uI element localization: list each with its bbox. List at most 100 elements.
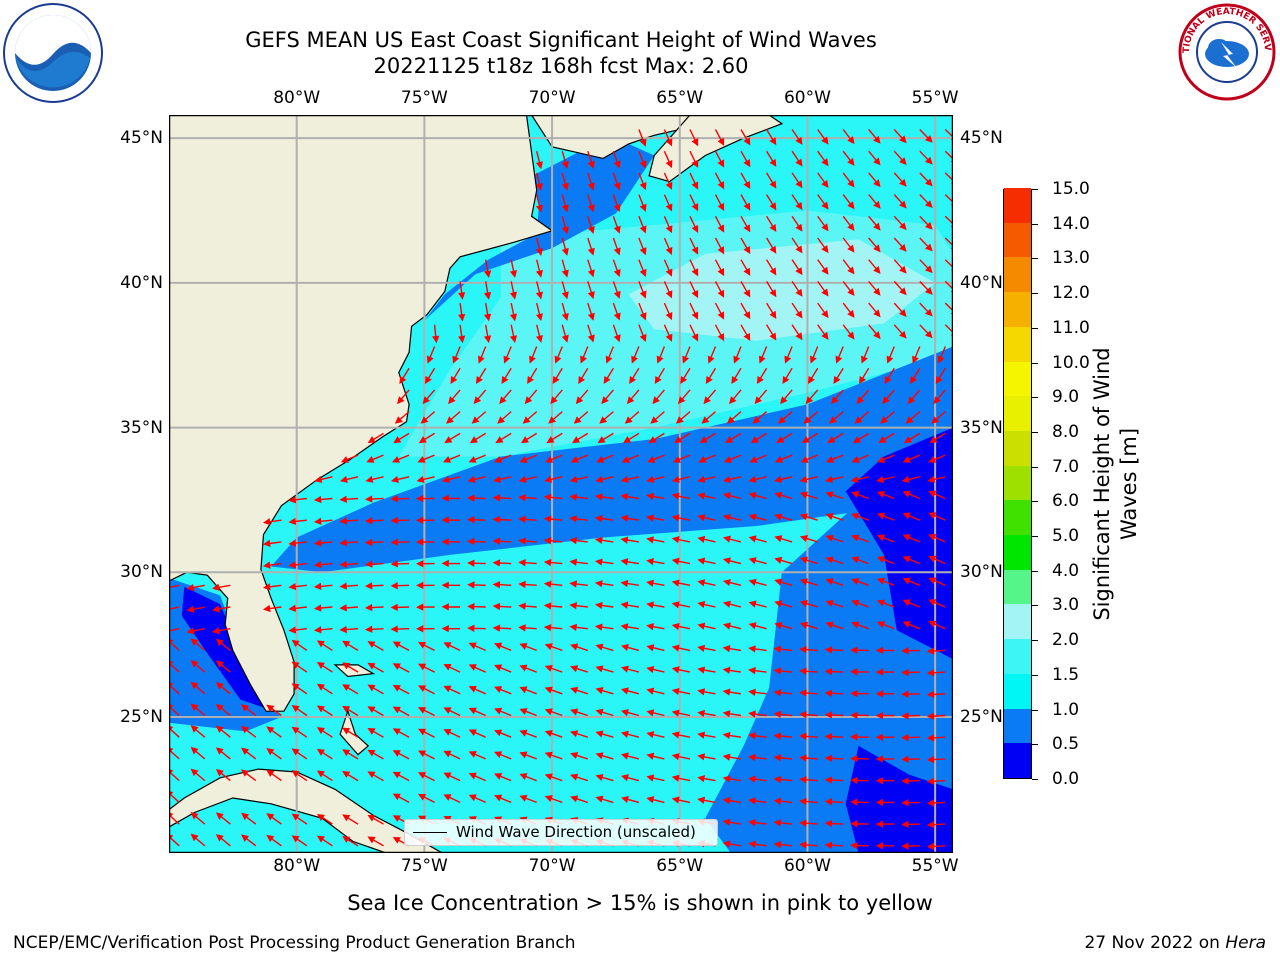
wave-direction-arrow — [570, 795, 589, 804]
wave-direction-arrow — [443, 772, 461, 782]
colorbar-tickmark — [1032, 293, 1038, 295]
colorbar-segment — [1004, 187, 1031, 223]
wave-direction-arrow — [392, 793, 410, 804]
wave-direction-arrow — [416, 475, 435, 483]
wave-direction-arrow — [671, 709, 691, 717]
wave-direction-arrow — [817, 150, 829, 167]
wave-direction-arrow — [594, 623, 614, 631]
wave-direction-arrow — [824, 776, 844, 784]
wave-direction-arrow — [215, 703, 231, 717]
wave-direction-arrow — [875, 820, 895, 828]
colorbar-tickmark — [1032, 605, 1038, 607]
wave-direction-arrow — [535, 194, 543, 213]
wave-direction-arrow — [527, 367, 538, 385]
wave-direction-arrow — [933, 389, 946, 405]
wave-direction-arrow — [612, 172, 621, 191]
wave-direction-arrow — [851, 512, 869, 521]
colorbar-label-line2: Waves [m] — [1117, 427, 1141, 541]
colorbar-segment — [1004, 742, 1031, 778]
wave-direction-arrow — [443, 663, 461, 673]
wave-direction-arrow — [799, 776, 818, 784]
wave-direction-arrow — [595, 665, 614, 673]
wave-direction-arrow — [561, 194, 569, 213]
wave-direction-arrow — [851, 556, 869, 565]
wave-direction-arrow — [519, 686, 537, 695]
colorbar-segment — [1004, 673, 1031, 709]
wave-direction-arrow — [884, 367, 895, 385]
wave-direction-arrow — [535, 172, 543, 191]
wave-direction-arrow — [266, 769, 282, 782]
wave-direction-arrow — [748, 535, 767, 543]
wave-direction-arrow — [544, 664, 563, 673]
wave-direction-arrow — [722, 840, 742, 848]
wave-direction-arrow — [612, 302, 621, 321]
wave-direction-arrow — [441, 538, 461, 546]
wave-direction-arrow — [876, 534, 895, 543]
wave-direction-arrow — [587, 194, 595, 213]
wave-direction-arrow — [468, 707, 486, 717]
wave-direction-arrow — [774, 454, 793, 463]
wave-direction-arrow — [829, 411, 844, 424]
wave-direction-arrow — [620, 493, 640, 501]
wave-direction-arrow — [928, 599, 946, 608]
lon-tick-label-bottom: 60°W — [783, 856, 831, 876]
wave-direction-arrow — [749, 454, 767, 463]
wave-direction-arrow — [544, 643, 563, 652]
wave-direction-arrow — [441, 603, 461, 611]
wave-direction-arrow — [416, 516, 435, 524]
wave-direction-arrow — [646, 514, 665, 522]
wave-direction-arrow — [367, 728, 384, 738]
colorbar-tick-label: 1.5 — [1052, 664, 1080, 685]
wave-direction-arrow — [215, 682, 231, 695]
wave-direction-arrow — [902, 454, 921, 463]
wave-direction-arrow — [518, 580, 537, 589]
wave-direction-arrow — [851, 491, 869, 500]
wave-direction-arrow — [766, 150, 777, 167]
wave-direction-arrow — [877, 454, 895, 463]
wave-direction-arrow — [621, 643, 640, 652]
colorbar-segment — [1004, 465, 1031, 501]
wave-direction-arrow — [714, 150, 725, 168]
colorbar-tick-label: 10.0 — [1052, 352, 1090, 373]
wave-direction-arrow — [571, 432, 589, 444]
wave-direction-arrow — [926, 777, 946, 785]
wave-direction-arrow — [825, 556, 844, 565]
wave-direction-arrow — [190, 681, 206, 695]
wave-direction-arrow — [842, 324, 855, 340]
wave-direction-arrow — [443, 729, 461, 738]
wave-direction-arrow — [573, 411, 589, 424]
wave-direction-arrow — [703, 389, 717, 405]
colorbar-segment — [1004, 499, 1031, 536]
wave-direction-arrow — [215, 638, 231, 651]
wave-direction-arrow — [773, 645, 793, 653]
wave-direction-arrow — [774, 475, 793, 483]
wave-direction-arrow — [901, 755, 920, 763]
wave-direction-arrow — [367, 836, 384, 847]
wave-direction-arrow — [791, 259, 803, 276]
wave-direction-arrow — [748, 688, 767, 697]
wave-direction-arrow — [728, 389, 742, 405]
wave-direction-arrow — [561, 302, 569, 322]
wave-direction-arrow — [417, 728, 435, 738]
wave-direction-arrow — [524, 389, 538, 405]
wave-direction-arrow — [697, 579, 716, 587]
sea-ice-note: Sea Ice Concentration > 15% is shown in … — [0, 891, 1280, 915]
wave-direction-arrow — [748, 710, 767, 718]
wave-direction-arrow — [212, 627, 231, 635]
wave-direction-arrow — [919, 150, 933, 165]
lon-tick-label-bottom: 65°W — [656, 856, 704, 876]
colorbar-tickmark — [1032, 397, 1038, 399]
wave-direction-arrow — [748, 818, 767, 827]
wave-direction-arrow — [671, 601, 691, 609]
wave-direction-arrow — [868, 215, 881, 231]
wave-direction-arrow — [241, 834, 257, 847]
wave-direction-arrow — [241, 725, 257, 738]
wave-direction-arrow — [740, 237, 751, 255]
wave-direction-arrow — [935, 367, 946, 385]
wave-direction-arrow — [825, 513, 844, 521]
wave-direction-arrow — [893, 324, 907, 339]
wave-direction-arrow — [544, 795, 563, 804]
wave-direction-arrow — [697, 557, 716, 565]
wave-direction-arrow — [316, 727, 333, 738]
wave-direction-arrow — [663, 281, 673, 299]
